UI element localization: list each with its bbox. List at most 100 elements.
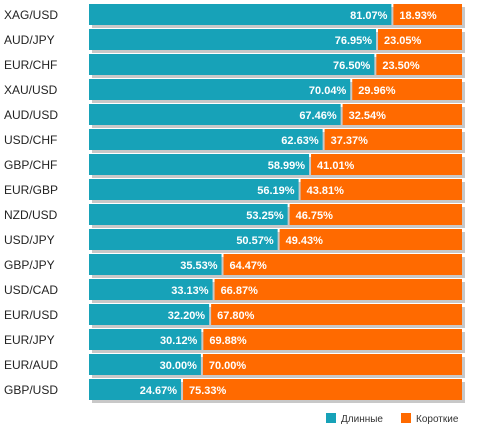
value-label-short-xag-usd: 18.93% (399, 10, 437, 22)
bar-row-usd-cad: USD/CAD 33.13% 66.87% (4, 279, 465, 303)
bar-row-eur-gbp: EUR/GBP 56.19% 43.81% (4, 179, 465, 203)
pair-label-eur-chf: EUR/CHF (4, 58, 57, 72)
bar-row-eur-aud: EUR/AUD 30.00% 70.00% (4, 354, 465, 378)
bar-short-gbp-jpy (223, 254, 462, 275)
bar-long-gbp-jpy (89, 254, 222, 275)
pair-label-usd-cad: USD/CAD (4, 283, 58, 297)
bar-row-xag-usd: XAG/USD 81.07% 18.93% (4, 4, 465, 28)
bar-short-aud-usd (342, 104, 462, 125)
pair-label-usd-jpy: USD/JPY (4, 233, 55, 247)
bar-long-usd-chf (89, 129, 323, 150)
value-label-short-aud-jpy: 23.05% (384, 35, 422, 47)
value-label-short-gbp-jpy: 64.47% (230, 260, 268, 272)
value-label-long-xau-usd: 70.04% (309, 85, 347, 97)
bar-long-usd-jpy (89, 229, 278, 250)
value-label-long-eur-jpy: 30.12% (160, 335, 198, 347)
pair-label-xau-usd: XAU/USD (4, 83, 58, 97)
pair-label-eur-usd: EUR/USD (4, 308, 58, 322)
value-label-long-eur-usd: 32.20% (168, 310, 206, 322)
bar-short-eur-jpy (203, 329, 462, 350)
bar-row-usd-chf: USD/CHF 62.63% 37.37% (4, 129, 465, 153)
bar-long-gbp-chf (89, 154, 310, 175)
pair-label-eur-aud: EUR/AUD (4, 358, 58, 372)
bar-long-eur-usd (89, 304, 210, 325)
legend: Длинные Короткие (326, 413, 459, 425)
value-label-long-eur-chf: 76.50% (333, 60, 371, 72)
value-label-short-eur-chf: 23.50% (382, 60, 420, 72)
bar-long-xag-usd (89, 4, 392, 25)
bar-long-eur-chf (89, 54, 375, 75)
value-label-short-usd-cad: 66.87% (221, 285, 259, 297)
pair-label-gbp-jpy: GBP/JPY (4, 258, 55, 272)
bar-short-xag-usd (393, 4, 462, 25)
value-label-long-usd-jpy: 50.57% (236, 235, 274, 247)
pair-label-nzd-usd: NZD/USD (4, 208, 58, 222)
bar-short-eur-usd (211, 304, 462, 325)
legend-label-long: Длинные (341, 414, 383, 425)
bar-row-eur-chf: EUR/CHF 76.50% 23.50% (4, 54, 465, 78)
value-label-long-xag-usd: 81.07% (350, 10, 388, 22)
bar-row-aud-usd: AUD/USD 67.46% 32.54% (4, 104, 465, 128)
pair-label-xag-usd: XAG/USD (4, 8, 58, 22)
bar-row-nzd-usd: NZD/USD 53.25% 46.75% (4, 204, 465, 228)
value-label-long-nzd-usd: 53.25% (246, 210, 284, 222)
bar-short-aud-jpy (378, 29, 462, 50)
pair-label-aud-jpy: AUD/JPY (4, 33, 55, 47)
value-label-long-eur-aud: 30.00% (160, 360, 198, 372)
legend-label-short: Короткие (416, 414, 459, 425)
value-label-short-eur-aud: 70.00% (209, 360, 247, 372)
pair-label-eur-gbp: EUR/GBP (4, 183, 58, 197)
bar-row-xau-usd: XAU/USD 70.04% 29.96% (4, 79, 465, 103)
value-label-long-eur-gbp: 56.19% (257, 185, 295, 197)
pair-label-gbp-chf: GBP/CHF (4, 158, 57, 172)
bar-short-nzd-usd (289, 204, 462, 225)
bar-long-xau-usd (89, 79, 351, 100)
bar-row-gbp-jpy: GBP/JPY 35.53% 64.47% (4, 254, 465, 278)
value-label-short-eur-usd: 67.80% (217, 310, 255, 322)
value-label-short-eur-gbp: 43.81% (307, 185, 345, 197)
bar-long-aud-usd (89, 104, 341, 125)
bar-short-gbp-chf (311, 154, 462, 175)
value-label-short-xau-usd: 29.96% (358, 85, 396, 97)
value-label-long-aud-jpy: 76.95% (335, 35, 373, 47)
value-label-long-gbp-jpy: 35.53% (180, 260, 218, 272)
value-label-long-aud-usd: 67.46% (299, 110, 337, 122)
bar-short-usd-jpy (279, 229, 462, 250)
value-label-short-gbp-usd: 75.33% (189, 385, 227, 397)
bar-row-eur-jpy: EUR/JPY 30.12% 69.88% (4, 329, 465, 353)
bar-short-usd-cad (214, 279, 462, 300)
legend-swatch-long (326, 413, 336, 423)
value-label-long-usd-chf: 62.63% (281, 135, 319, 147)
pair-label-aud-usd: AUD/USD (4, 108, 58, 122)
value-label-short-usd-chf: 37.37% (331, 135, 369, 147)
bar-short-usd-chf (324, 129, 462, 150)
value-label-short-usd-jpy: 49.43% (286, 235, 324, 247)
value-label-long-gbp-usd: 24.67% (140, 385, 178, 397)
bar-long-aud-jpy (89, 29, 377, 50)
bar-long-gbp-usd (89, 379, 182, 400)
bar-short-eur-chf (376, 54, 462, 75)
bar-short-eur-gbp (300, 179, 462, 200)
bar-row-eur-usd: EUR/USD 32.20% 67.80% (4, 304, 465, 328)
bar-short-eur-aud (202, 354, 462, 375)
bar-long-nzd-usd (89, 204, 288, 225)
value-label-short-aud-usd: 32.54% (349, 110, 387, 122)
pair-label-eur-jpy: EUR/JPY (4, 333, 55, 347)
bar-row-gbp-chf: GBP/CHF 58.99% 41.01% (4, 154, 465, 178)
bar-short-gbp-usd (183, 379, 462, 400)
value-label-short-gbp-chf: 41.01% (317, 160, 355, 172)
value-label-short-nzd-usd: 46.75% (296, 210, 334, 222)
value-label-long-usd-cad: 33.13% (171, 285, 209, 297)
bar-row-usd-jpy: USD/JPY 50.57% 49.43% (4, 229, 465, 253)
bar-short-xau-usd (352, 79, 462, 100)
bar-long-eur-jpy (89, 329, 202, 350)
value-label-long-gbp-chf: 58.99% (268, 160, 306, 172)
bar-long-eur-gbp (89, 179, 299, 200)
bar-row-gbp-usd: GBP/USD 24.67% 75.33% (4, 379, 465, 403)
bar-long-eur-aud (89, 354, 201, 375)
value-label-short-eur-jpy: 69.88% (209, 335, 247, 347)
legend-swatch-short (401, 413, 411, 423)
pair-label-usd-chf: USD/CHF (4, 133, 57, 147)
pair-label-gbp-usd: GBP/USD (4, 383, 58, 397)
